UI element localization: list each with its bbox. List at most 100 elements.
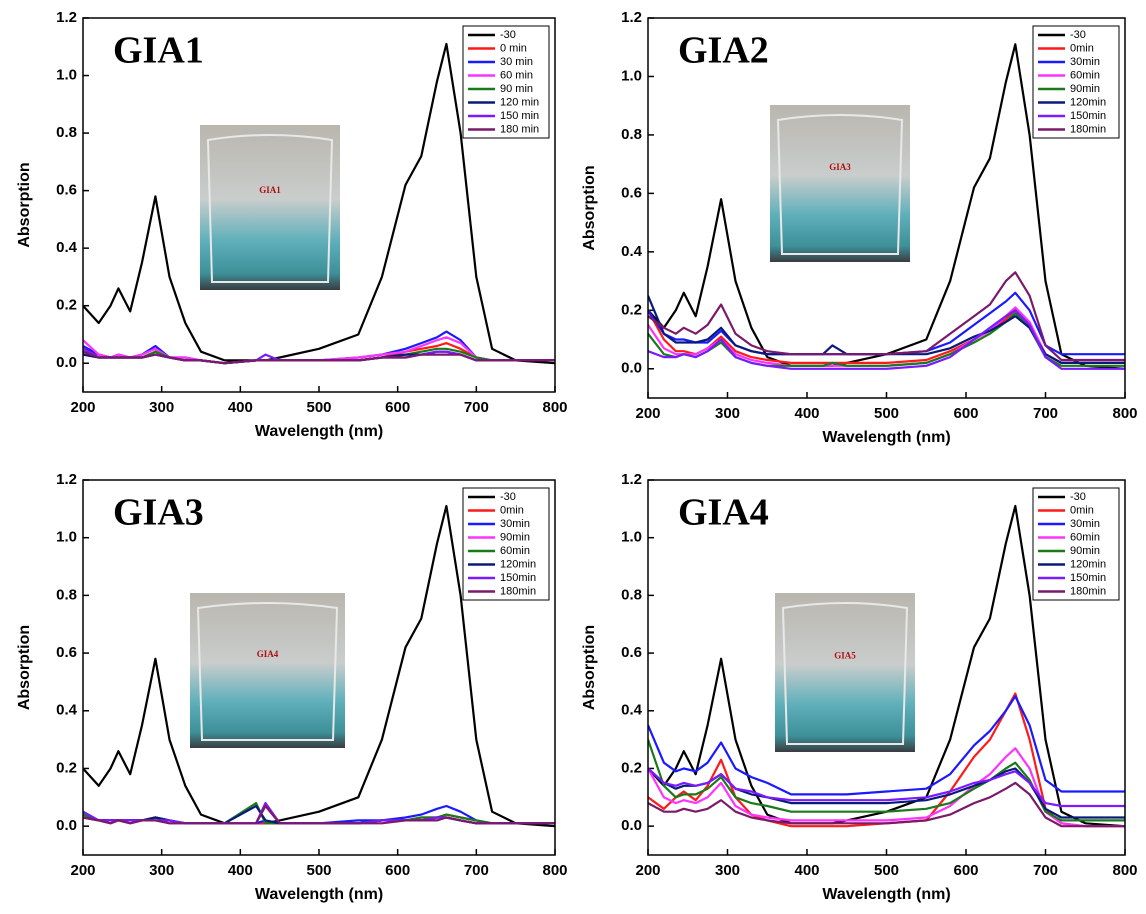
y-axis-label: Absorption [16, 625, 33, 710]
y-tick-label: 1.2 [56, 471, 77, 488]
y-tick-label: 0.6 [621, 184, 642, 201]
y-axis-label: Absorption [581, 625, 598, 710]
legend-label: 180min [500, 585, 536, 597]
series-line [648, 781, 1125, 828]
legend-label: 0min [1070, 42, 1094, 54]
series-line [648, 692, 1125, 828]
x-tick-label: 300 [715, 862, 740, 879]
x-tick-label: 700 [1033, 405, 1058, 422]
series-line [83, 42, 555, 365]
legend-label: 30min [500, 518, 530, 530]
legend-label: 180min [1070, 123, 1106, 135]
y-tick-label: 0.0 [621, 360, 642, 377]
series-line [648, 504, 1125, 828]
legend-label: 150min [1070, 110, 1106, 122]
y-tick-label: 0.8 [621, 126, 642, 143]
y-tick-label: 1.2 [621, 471, 642, 488]
x-axis-label: Wavelength (nm) [255, 423, 383, 440]
x-tick-label: 600 [953, 862, 978, 879]
x-tick-label: 200 [70, 862, 95, 879]
plot-frame [82, 17, 556, 393]
series-line [648, 309, 1125, 370]
x-tick-label: 400 [794, 862, 819, 879]
x-tick-label: 500 [874, 405, 899, 422]
x-tick-label: 600 [385, 862, 410, 879]
x-tick-label: 700 [464, 862, 489, 879]
series-line [648, 271, 1125, 362]
legend-label: 180 min [500, 123, 539, 135]
y-tick-label: 0.8 [621, 586, 642, 603]
series-line [648, 295, 1125, 364]
plot-frame [647, 17, 1126, 399]
y-tick-label: 0.4 [621, 243, 643, 260]
x-tick-label: 200 [70, 399, 95, 416]
series-line [648, 767, 1125, 808]
x-tick-label: 800 [542, 862, 567, 879]
y-tick-label: 0.4 [56, 239, 78, 256]
legend-label: 0 min [500, 42, 527, 54]
legend-label: 30min [1070, 56, 1100, 68]
x-tick-label: 700 [1033, 862, 1058, 879]
legend-label: 60min [1070, 69, 1100, 81]
series-line [83, 804, 555, 825]
legend-box [462, 25, 550, 139]
legend-label: 60min [500, 545, 530, 557]
legend-label: 30 min [500, 56, 533, 68]
series-line [648, 695, 1125, 796]
x-tick-label: 400 [228, 862, 253, 879]
legend-label: 120 min [500, 96, 539, 108]
x-tick-label: 600 [385, 399, 410, 416]
x-tick-label: 400 [794, 405, 819, 422]
x-tick-label: 300 [149, 399, 174, 416]
legend-label: 90min [1070, 545, 1100, 557]
inset-label: GIA3 [829, 162, 851, 172]
x-tick-label: 300 [715, 405, 740, 422]
legend-label: 30min [1070, 518, 1100, 530]
legend-box [1032, 25, 1120, 139]
panel: 200 300 400 500 600 700 800 0.0 0.2 0.4 0.6 0.8 1.0 1… [16, 471, 567, 903]
legend-box [462, 487, 550, 601]
beaker-outline [196, 602, 339, 741]
legend-label: -30 [1070, 491, 1086, 503]
legend-label: 150min [500, 572, 536, 584]
legend-label: 150min [1070, 572, 1106, 584]
panel: 200 300 400 500 600 700 800 0.0 0.2 0.4 0.6 0.8 1.0 1… [581, 471, 1137, 903]
y-tick-label: 0.6 [621, 644, 642, 661]
legend-label: 0min [1070, 504, 1094, 516]
legend-label: 180min [1070, 585, 1106, 597]
legend-label: 90min [500, 531, 530, 543]
plot-frame [82, 479, 556, 856]
x-axis-label: Wavelength (nm) [255, 886, 383, 903]
inset-photo [190, 593, 345, 748]
panel: 200 300 400 500 600 700 800 0.0 0.2 0.4 0.6 0.8 1.0 1… [16, 9, 567, 440]
x-tick-label: 500 [306, 862, 331, 879]
series-line [83, 350, 555, 365]
legend-label: 60 min [500, 69, 533, 81]
legend-label: 120min [1070, 96, 1106, 108]
x-tick-label: 200 [635, 862, 660, 879]
inset-photo [775, 593, 915, 752]
y-tick-label: 0.8 [56, 124, 77, 141]
legend-label: 90 min [500, 83, 533, 95]
x-tick-label: 800 [542, 399, 567, 416]
legend-label: -30 [500, 29, 516, 41]
y-tick-label: 0.2 [56, 759, 77, 776]
series-line [648, 739, 1125, 822]
y-tick-label: 1.0 [621, 529, 642, 546]
y-tick-label: 0.2 [56, 297, 77, 314]
legend-label: -30 [500, 491, 516, 503]
x-axis-label: Wavelength (nm) [822, 886, 950, 903]
legend-label: 150 min [500, 110, 539, 122]
chart-title: GIA4 [678, 492, 769, 534]
x-tick-label: 700 [464, 399, 489, 416]
x-tick-label: 800 [1112, 405, 1137, 422]
y-tick-label: 0.4 [621, 702, 643, 719]
y-tick-label: 1.0 [56, 67, 77, 84]
chart-title: GIA3 [113, 492, 204, 534]
inset-label: GIA5 [834, 651, 856, 661]
y-tick-label: 0.2 [621, 301, 642, 318]
legend-label: 120min [500, 558, 536, 570]
panel: 200 300 400 500 600 700 800 0.0 0.2 0.4 0.6 0.8 1.0 1… [581, 9, 1137, 446]
y-tick-label: 1.0 [56, 529, 77, 546]
